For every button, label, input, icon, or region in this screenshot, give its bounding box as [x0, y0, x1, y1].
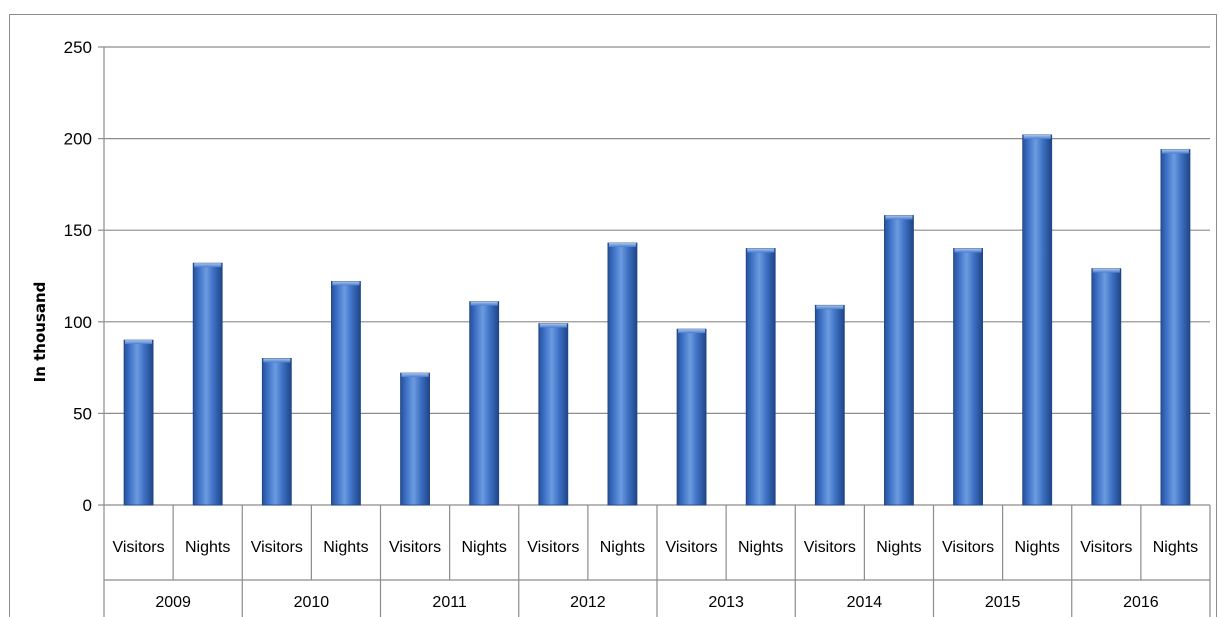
bar-cap: [263, 358, 291, 363]
category-label: Visitors: [665, 539, 717, 556]
bar-cap: [1023, 134, 1051, 139]
category-label: Nights: [876, 539, 921, 556]
y-tick-label: 150: [64, 221, 92, 240]
bar-visitors-2013: [676, 328, 707, 506]
y-tick-label: 100: [64, 313, 92, 332]
bar-cap: [401, 373, 429, 378]
bar-cap: [885, 215, 913, 220]
bar-nights-2009: [192, 262, 223, 506]
y-tick-label: 250: [64, 38, 92, 57]
bar-cap: [332, 281, 360, 286]
bar-nights-2011: [469, 301, 500, 506]
bar-cap: [747, 248, 775, 253]
y-axis: 0 50 100 150 200 250: [64, 38, 105, 515]
category-label: Visitors: [942, 539, 994, 556]
group-label-2015: 2015: [985, 594, 1021, 611]
category-label: Visitors: [251, 539, 303, 556]
bar-cap: [194, 263, 222, 268]
bar-cap: [1092, 268, 1120, 273]
group-label-2014: 2014: [847, 594, 883, 611]
group-label-2011: 2011: [432, 594, 467, 611]
bar-cap: [125, 340, 153, 345]
group-label-2010: 2010: [294, 594, 330, 611]
bar-cap: [1161, 149, 1189, 154]
y-tick-label: 200: [64, 130, 92, 149]
bar-cap: [678, 329, 706, 334]
bar-cap: [816, 305, 844, 310]
bar-visitors-2012: [538, 323, 569, 506]
bar-nights-2010: [331, 281, 361, 506]
group-label-2009: 2009: [155, 594, 191, 611]
x-axis: Visitors Nights Visitors Nights Visitors Nigh…: [103, 505, 1211, 617]
category-label: Nights: [1015, 539, 1060, 556]
category-label: Nights: [462, 539, 507, 556]
bar-cap: [954, 248, 982, 253]
y-tick-label: 0: [83, 496, 92, 515]
group-label-2013: 2013: [708, 594, 744, 611]
bar-visitors-2016: [1091, 268, 1122, 506]
bar-cap: [470, 301, 498, 306]
category-label: Nights: [600, 539, 645, 556]
bar-nights-2014: [884, 215, 914, 506]
bar-nights-2012: [607, 242, 638, 506]
bar-cap: [539, 323, 567, 328]
bar-visitors-2015: [953, 248, 983, 506]
bar-nights-2015: [1022, 134, 1053, 506]
category-label: Visitors: [527, 539, 579, 556]
bar-nights-2016: [1160, 149, 1191, 506]
category-label: Nights: [323, 539, 368, 556]
group-label-2016: 2016: [1123, 594, 1159, 611]
bar-visitors-2009: [123, 339, 154, 506]
y-tick-label: 50: [73, 404, 92, 423]
bars: [123, 134, 1191, 506]
bar-visitors-2014: [814, 304, 845, 506]
bar-visitors-2011: [400, 372, 430, 506]
category-label: Visitors: [112, 539, 164, 556]
group-label-2012: 2012: [570, 594, 606, 611]
category-label: Visitors: [804, 539, 856, 556]
category-label: Visitors: [1080, 539, 1132, 556]
category-label: Nights: [185, 539, 230, 556]
bar-visitors-2010: [261, 358, 292, 506]
category-label: Visitors: [389, 539, 441, 556]
bar-nights-2013: [745, 248, 776, 506]
bar-cap: [608, 243, 636, 248]
category-label: Nights: [738, 539, 783, 556]
category-label: Nights: [1153, 539, 1198, 556]
y-axis-label: In thousand: [31, 282, 49, 383]
